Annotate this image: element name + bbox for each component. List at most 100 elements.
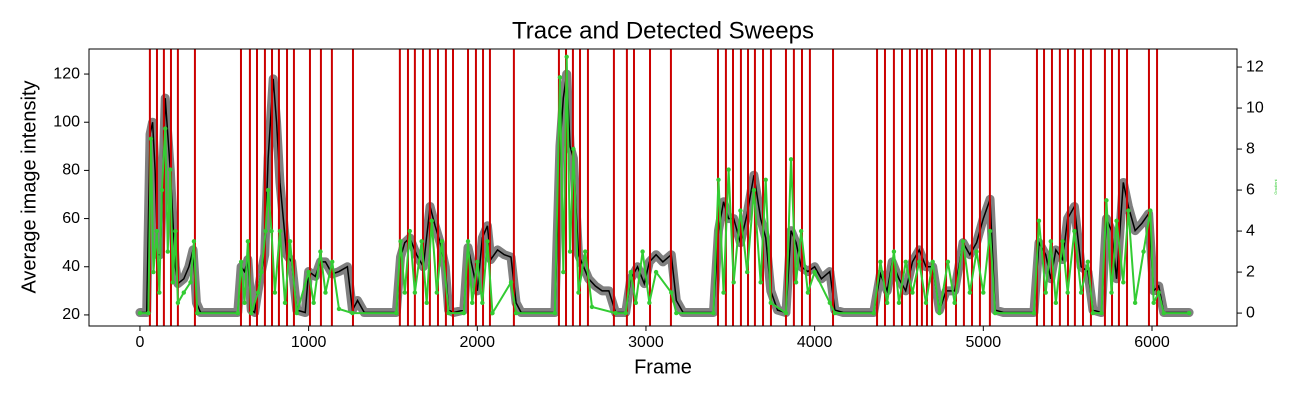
gradient-point (751, 187, 757, 193)
x-tick-label: 6000 (1134, 334, 1170, 351)
gradient-point (758, 280, 763, 285)
gradient-point (1161, 310, 1166, 316)
gradient-point (154, 228, 160, 234)
y-tick-label: 80 (62, 162, 80, 179)
gradient-point (945, 259, 951, 265)
gradient-point (1043, 290, 1048, 295)
gradient-point (589, 304, 595, 310)
gradient-point (188, 280, 193, 285)
gradient-point (812, 269, 817, 275)
y-tick-label: 20 (62, 306, 80, 323)
gradient-point (245, 239, 251, 244)
gradient-point (490, 310, 495, 316)
gradient-point (930, 259, 935, 265)
gradient-point (513, 310, 519, 316)
gradient-point (647, 300, 652, 306)
gradient-point (446, 310, 451, 316)
gradient-point (1109, 290, 1114, 295)
gradient-point (884, 300, 890, 306)
gradient-point (419, 239, 424, 244)
gradient-point (1132, 300, 1138, 306)
gradient-point (674, 310, 679, 316)
x-tick-label: 1000 (291, 334, 327, 351)
gradient-point (903, 259, 908, 265)
gradient-point (783, 310, 789, 316)
gradient-point (878, 259, 883, 265)
gradient-point (485, 239, 490, 244)
gradient-point (163, 126, 168, 131)
gradient-point (805, 290, 811, 295)
gradient-point (891, 249, 897, 254)
x-tick-label: 2000 (459, 334, 495, 351)
y2-tick-label: 6 (1246, 181, 1255, 198)
gradient-point (336, 306, 342, 312)
gradient-point (827, 300, 833, 306)
x-tick-label: 0 (135, 334, 144, 351)
gradient-point (640, 249, 645, 254)
gradient-point (398, 239, 403, 244)
gradient-point (146, 310, 151, 316)
y2-tick-label: 2 (1246, 263, 1255, 280)
x-axis-label: Frame (634, 356, 692, 378)
gradient-point (1156, 290, 1161, 295)
gradient-point (564, 54, 569, 59)
gradient-point (1048, 239, 1053, 244)
gradient-point (429, 218, 434, 224)
gradient-point (263, 228, 268, 234)
gradient-point (798, 228, 804, 234)
gradient-point (763, 177, 768, 183)
gradient-point (157, 290, 162, 295)
gradient-point (981, 290, 986, 295)
gradient-point (726, 167, 731, 172)
gradient-point (1053, 300, 1059, 306)
gradient-point (480, 300, 485, 306)
gradient-point (330, 259, 335, 265)
gradient-point (576, 290, 581, 295)
gradient-point (1099, 310, 1104, 316)
gradient-point (311, 300, 316, 306)
gradient-point (871, 310, 876, 316)
y2-tick-label: 10 (1246, 99, 1264, 116)
gradient-point (318, 249, 323, 254)
gradient-point (323, 290, 328, 295)
gradient-point (1121, 280, 1126, 285)
gradient-point (552, 310, 558, 316)
gradient-point (1104, 198, 1109, 203)
gradient-point (470, 300, 475, 306)
gradient-point (923, 300, 929, 306)
gradient-point (952, 300, 957, 306)
y2-axis-label: Gradient (1273, 178, 1278, 194)
gradient-point (394, 310, 399, 316)
gradient-point (731, 280, 736, 285)
gradient-point (1141, 249, 1146, 254)
gradient-point (716, 177, 721, 183)
gradient-point (561, 269, 566, 275)
gradient-point (788, 157, 794, 162)
gradient-point (173, 228, 178, 234)
gradient-point (165, 249, 170, 254)
gradient-point (269, 228, 274, 234)
gradient-point (633, 300, 639, 306)
gradient-point (181, 290, 186, 295)
gradient-point (461, 310, 466, 316)
gradient-point (832, 310, 838, 316)
gradient-point (768, 300, 773, 306)
gradient-point (137, 310, 143, 316)
gradient-point (475, 259, 480, 265)
gradient-point (412, 290, 418, 295)
gradient-point (1186, 310, 1192, 316)
gradient-point (465, 239, 471, 244)
y-tick-label: 40 (62, 258, 80, 275)
gradient-point (249, 310, 254, 316)
gradient-point (272, 290, 278, 295)
gradient-point (1065, 290, 1070, 295)
x-tick-label: 5000 (966, 334, 1002, 351)
gradient-point (613, 310, 618, 316)
gradient-point (282, 300, 288, 306)
gradient-point (992, 310, 998, 316)
gradient-point (960, 239, 966, 244)
gradient-point (242, 300, 247, 306)
gradient-point (744, 269, 750, 275)
gradient-point (571, 146, 576, 152)
gradient-point (557, 75, 563, 80)
